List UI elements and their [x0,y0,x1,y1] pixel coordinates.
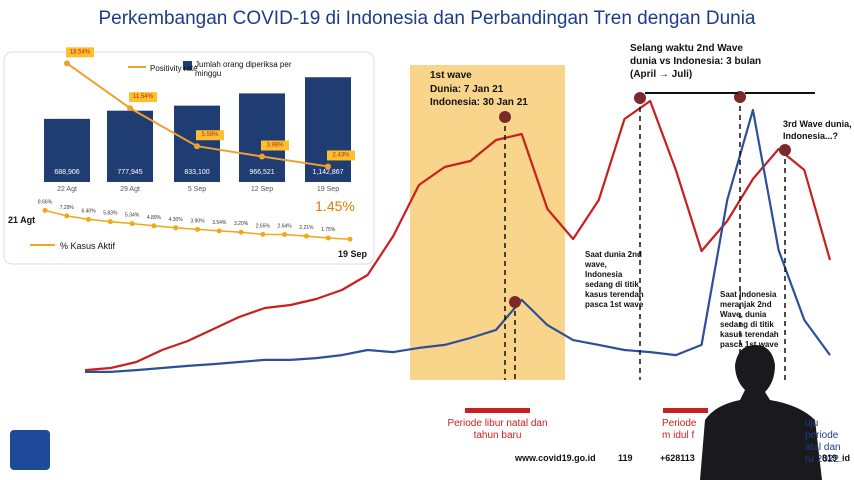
line [84,99,832,372]
label-bg [129,92,157,103]
bar-label: 833,100 [184,169,209,176]
dot-label: 3.20% [234,221,249,227]
x-tick-label: 5 Sep [188,186,206,193]
website: www.covid19.go.id [515,453,596,463]
bar-label: 777,945 [117,169,142,176]
point [259,153,265,160]
dot [238,229,244,235]
peak-marker [499,111,511,123]
line [85,108,831,373]
peak-marker [779,144,791,156]
signer-silhouette [700,345,822,480]
dot [64,213,70,219]
highlight-band [410,65,565,380]
dot-label: 2.65% [256,223,271,229]
x-tick-label: 22 Agt [57,186,77,193]
dot-label: 4.30% [169,217,184,223]
x-tick-label: 29 Agt [120,186,140,193]
logo [10,430,50,470]
dot [151,223,157,229]
point-label: 3.98% [266,143,284,149]
note: Saat Indonesia meranjak 2nd Wave, dunia … [720,290,779,349]
dot [347,236,353,242]
bar [44,118,90,182]
dot [173,225,179,231]
bar [107,110,153,182]
point [127,105,133,112]
dot [216,228,222,234]
dot [195,226,200,232]
label-bg [327,150,355,161]
dot-label: 3.54% [212,220,227,226]
dot [260,231,266,237]
social: 819_id [822,453,851,463]
dot [86,216,92,222]
period-label: Periode m idul f [662,418,697,441]
point [64,60,70,67]
dot-label: 2.64% [278,223,293,229]
period-label: Periode libur natal dan tahun baru [447,418,548,441]
dot [325,235,331,241]
legend-dots: % Kasus Aktif [60,241,116,251]
dot-label: 5.83% [103,211,118,217]
point-label: 18.54% [70,49,91,55]
dot-label: 7.29% [60,205,75,211]
label-bg [66,47,94,58]
end-label: 19 Sep [338,249,368,259]
label-bg [261,140,289,151]
dot [42,207,48,213]
point-label: 5.59% [201,132,219,138]
period-label: uju periode atal dan ru 2022 [805,418,841,465]
annotation: Dunia: 7 Jan 21 [430,84,504,95]
dot-label: 5.34% [125,213,140,219]
point [194,143,200,150]
annotation: 3rd Wave dunia, Indonesia...? [783,119,852,141]
annotation: 1st wave [430,70,472,81]
bar-label: 1,142,867 [312,169,343,176]
x-tick-label: 19 Sep [317,186,339,193]
legend-bars: Jumlah orang diperiksa per minggu [195,60,292,78]
dot [282,231,288,237]
point-label: 2.43% [332,152,350,158]
dot-label: 8.66% [38,199,53,205]
note: Saat dunia 2nd wave, Indonesia sedang di… [585,250,644,309]
x-tick-label: 12 Sep [251,186,273,193]
title: Perkembangan COVID-19 di Indonesia dan P… [98,8,755,29]
annotation: Indonesia: 30 Jan 21 [430,97,528,108]
bar-label: 966,521 [249,169,274,176]
dot-label: 1.45% [315,198,355,214]
legend-line: Positivity rate [150,64,198,73]
point-label: 11.54% [133,94,154,100]
dot [107,219,113,225]
label-bg [196,130,224,141]
annotation: Selang waktu 2nd Wave dunia vs Indonesia… [630,43,762,80]
point [325,163,331,170]
dot-label: 2.21% [299,225,314,231]
dot-label: 3.90% [190,218,205,224]
peak-marker [634,92,646,104]
hotline: 119 [618,453,633,463]
dot [303,233,309,239]
peak-marker [509,296,521,308]
bar [239,93,285,182]
dot-label: 4.80% [147,215,162,221]
period-bar [663,408,708,413]
whatsapp: +628113 [660,453,695,463]
dot [129,221,135,227]
start-label: 21 Agt [8,215,36,225]
period-bar [465,408,530,413]
legend-swatch [183,61,192,70]
dot-label: 1.75% [321,227,336,233]
dot-label: 6.40% [81,208,96,214]
bar-label: 688,906 [54,169,79,176]
